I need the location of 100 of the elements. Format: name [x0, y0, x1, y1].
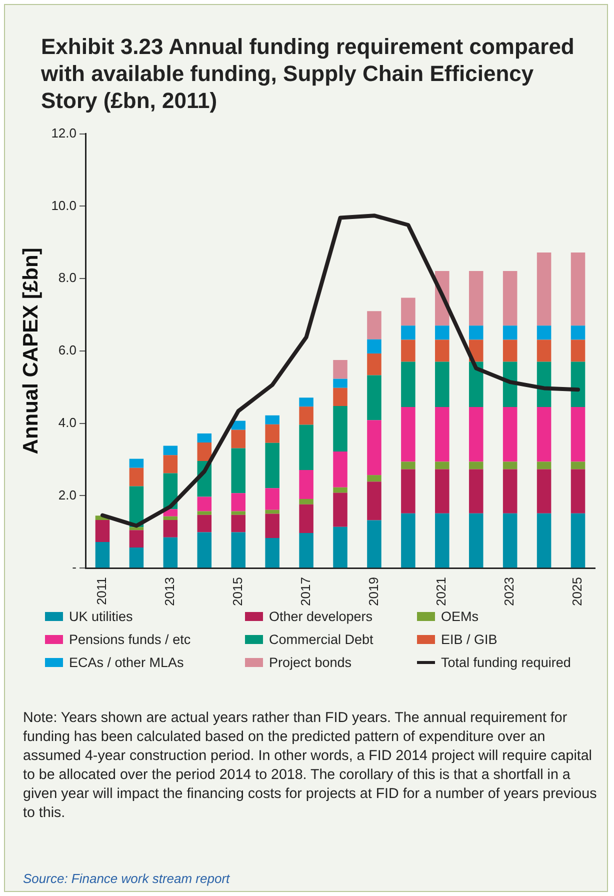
x-tick-label: 2019 — [366, 577, 381, 606]
x-tick-label: 2025 — [570, 577, 585, 606]
source-note: Source: Finance work stream report — [23, 871, 230, 886]
bar — [299, 398, 314, 407]
bar — [265, 510, 280, 514]
bar — [129, 468, 144, 486]
bar — [333, 526, 348, 568]
bar — [129, 458, 144, 468]
bar — [536, 469, 552, 514]
bar — [129, 527, 144, 530]
y-tick-label: 10.0 — [51, 198, 76, 213]
legend-label: OEMs — [441, 609, 479, 624]
bar — [570, 252, 586, 326]
bar — [570, 407, 586, 462]
bar — [367, 353, 382, 376]
bar — [163, 516, 178, 520]
bar — [299, 470, 314, 499]
bar — [333, 406, 348, 452]
bar — [435, 340, 450, 362]
bar — [197, 514, 212, 532]
bar — [333, 388, 348, 406]
bar — [468, 362, 484, 408]
y-tick-label: 8.0 — [58, 270, 76, 286]
bar — [333, 378, 348, 388]
bar — [570, 462, 586, 470]
bar — [401, 407, 416, 462]
bar — [570, 513, 586, 568]
bar — [536, 340, 552, 362]
bar — [570, 326, 586, 340]
bar — [231, 493, 246, 512]
bar — [468, 462, 484, 470]
bar — [163, 520, 178, 538]
bar — [435, 326, 450, 340]
bar — [231, 511, 246, 515]
bar — [367, 375, 382, 420]
bar — [502, 340, 518, 362]
bar — [401, 340, 416, 362]
bar — [570, 340, 586, 362]
bar — [367, 311, 382, 340]
bar — [333, 360, 348, 379]
bar — [231, 514, 246, 532]
x-tick-label: 2023 — [502, 577, 517, 606]
bar — [401, 462, 416, 470]
bar — [502, 462, 518, 470]
legend-label: Total funding required — [441, 655, 571, 670]
legend-label: EIB / GIB — [441, 632, 498, 647]
bar — [435, 362, 450, 408]
bar — [231, 448, 246, 494]
bar — [367, 475, 382, 482]
bar — [536, 462, 552, 470]
legend-label: UK utilities — [69, 609, 133, 624]
bar — [536, 326, 552, 340]
legend-label: Pensions funds / etc — [69, 632, 191, 647]
bar — [367, 520, 382, 568]
bar — [468, 513, 484, 568]
bar — [265, 488, 280, 510]
bar — [333, 492, 348, 527]
bar — [163, 455, 178, 474]
bar — [468, 469, 484, 514]
bar — [265, 415, 280, 424]
x-tick-label: 2017 — [298, 577, 313, 606]
bar — [333, 487, 348, 493]
bar — [265, 514, 280, 538]
bar — [197, 511, 212, 515]
bar — [265, 538, 280, 568]
y-tick-label: - — [72, 560, 76, 575]
bar — [299, 532, 314, 568]
bar — [435, 462, 450, 470]
bar — [536, 513, 552, 568]
bar — [401, 513, 416, 568]
legend-label: Commercial Debt — [269, 632, 374, 647]
bar — [401, 362, 416, 408]
bar — [502, 407, 518, 462]
chart-title: Exhibit 3.23 Annual funding requirement compared with available funding, Supply Chain Efficiency Story (£bn, 2011) — [41, 33, 576, 114]
bar — [401, 298, 416, 326]
bar — [570, 362, 586, 408]
y-axis-title: Annual CAPEX [£bn] — [19, 248, 42, 454]
bar — [299, 498, 314, 504]
y-tick-label: 6.0 — [58, 342, 76, 358]
bar — [265, 424, 280, 443]
bar — [231, 430, 246, 448]
bar — [197, 433, 212, 442]
bar — [231, 532, 246, 568]
bar — [197, 442, 212, 461]
text: Note: Years shown are actual years rather than FID years. The annual requirement for funding has been calculated based on the predicted pattern of expenditure over an assumed 4-year construction period. In other words, a FID 2014 project will require capital to be allocated over the period 2014 to 2018. The corollary of this is that a shortfall in a given year will impact the financing costs for projects at FID for a number of years previous to this. — [23, 709, 598, 823]
bar — [129, 547, 144, 568]
bar — [401, 326, 416, 340]
bar — [570, 469, 586, 514]
bar — [299, 406, 314, 425]
bar — [468, 270, 484, 326]
x-tick-label: 2011 — [94, 577, 110, 606]
bar — [502, 326, 518, 340]
bar — [367, 420, 382, 476]
bar — [163, 537, 178, 568]
bar — [536, 407, 552, 462]
bar — [197, 532, 212, 568]
bar — [197, 496, 212, 512]
x-tick-label: 2015 — [230, 577, 245, 606]
bar — [502, 270, 518, 326]
legend-label: ECAs / other MLAs — [69, 655, 184, 670]
